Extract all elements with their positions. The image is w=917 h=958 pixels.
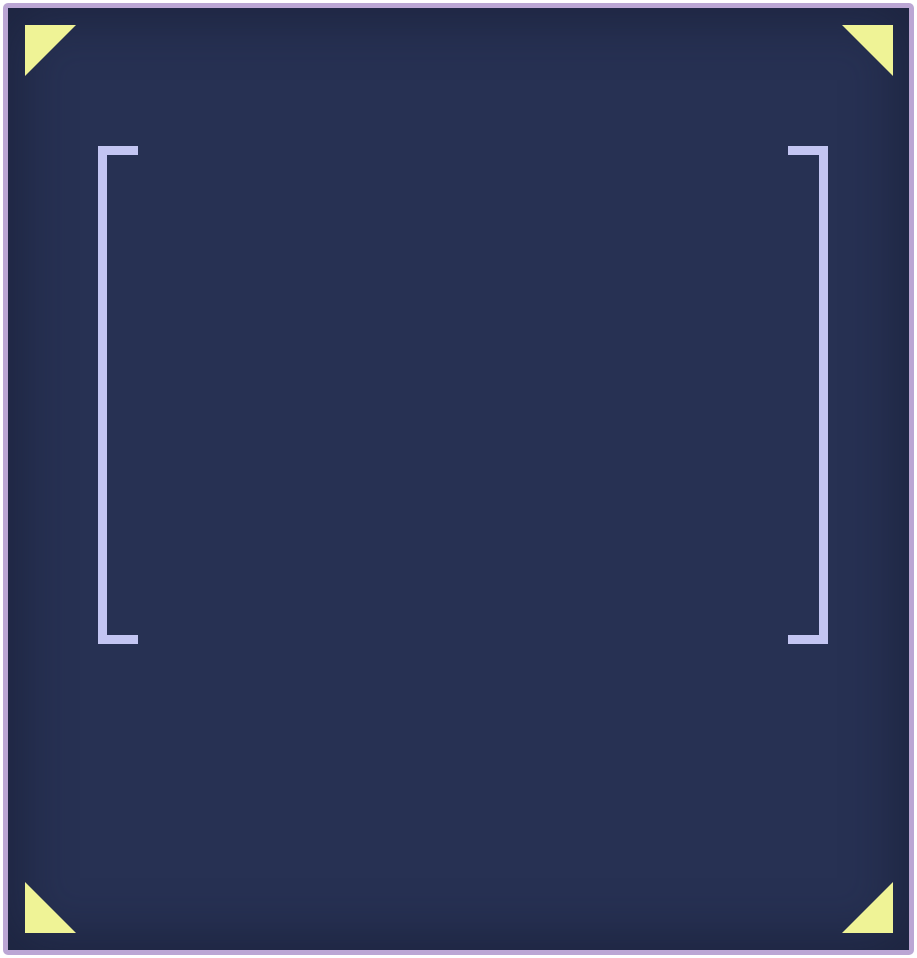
right-bracket-icon [788,146,828,644]
viewport-frame [3,3,914,955]
left-bracket-icon [98,146,138,644]
corner-marker-top-left-icon [25,25,76,76]
corner-marker-bottom-left-icon [25,882,76,933]
corner-marker-bottom-right-icon [842,882,893,933]
corner-marker-top-right-icon [842,25,893,76]
